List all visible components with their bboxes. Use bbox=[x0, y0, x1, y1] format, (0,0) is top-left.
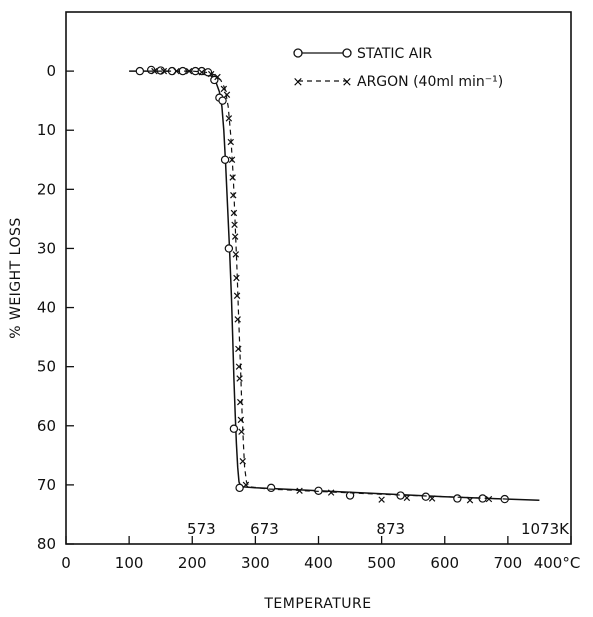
x-tick-label: 600 bbox=[430, 554, 459, 572]
y-tick-label: 60 bbox=[37, 417, 56, 435]
data-point-static-air bbox=[266, 483, 276, 493]
data-point-argon bbox=[230, 192, 237, 199]
data-point-argon bbox=[239, 458, 246, 465]
data-point-argon bbox=[232, 251, 240, 258]
data-point-argon bbox=[151, 67, 158, 75]
plot-frame bbox=[65, 11, 572, 545]
x-tick-label: 100 bbox=[115, 554, 144, 572]
data-point-static-air bbox=[224, 244, 234, 253]
data-point-static-air bbox=[235, 483, 244, 493]
x-tick-label: 500 bbox=[367, 554, 396, 572]
data-point-static-air bbox=[453, 494, 462, 503]
data-point-argon bbox=[242, 481, 250, 489]
data-point-argon bbox=[485, 495, 493, 503]
y-tick-labels: 0 10 20 30 40 50 60 70 80 bbox=[37, 62, 56, 553]
legend-marker-argon-left: × bbox=[293, 75, 304, 90]
data-point-static-air bbox=[396, 491, 405, 500]
x-tick-labels: 0 100 200 300 400 500 600 700 400°C bbox=[61, 554, 580, 572]
data-point-argon bbox=[214, 73, 221, 81]
y-tick-label: 30 bbox=[37, 239, 56, 257]
data-point-static-air bbox=[218, 96, 227, 105]
x-tick-label: 0 bbox=[61, 554, 71, 572]
data-point-argon bbox=[228, 156, 236, 164]
data-point-argon bbox=[296, 487, 303, 495]
y-tick-label: 0 bbox=[46, 62, 56, 80]
data-point-argon bbox=[173, 67, 180, 75]
data-point-argon bbox=[236, 375, 243, 382]
data-point-argon bbox=[238, 428, 245, 435]
data-point-argon bbox=[237, 416, 245, 424]
data-point-argon bbox=[223, 91, 231, 98]
y-tick-label: 70 bbox=[37, 476, 56, 494]
y-tick-label: 80 bbox=[37, 535, 56, 553]
legend-marker-argon-right: × bbox=[342, 75, 353, 90]
axis-ticks bbox=[65, 70, 572, 545]
x-tick-label: 300 bbox=[241, 554, 270, 572]
x-tick-label: 200 bbox=[178, 554, 207, 572]
data-point-argon bbox=[237, 398, 244, 406]
y-tick-label: 20 bbox=[37, 180, 56, 198]
data-point-argon bbox=[225, 115, 233, 122]
data-point-argon bbox=[233, 274, 240, 282]
legend: STATIC AIR × × ARGON (40ml min⁻¹) bbox=[293, 46, 504, 90]
kelvin-tick-labels: 573 673 873 1073K bbox=[187, 520, 570, 538]
data-point-argon bbox=[185, 67, 193, 75]
data-point-static-air bbox=[421, 492, 431, 501]
data-point-argon bbox=[231, 233, 239, 240]
data-point-argon bbox=[233, 292, 241, 299]
data-point-argon bbox=[235, 363, 243, 370]
y-tick-label: 10 bbox=[37, 121, 56, 139]
kelvin-tick-label: 573 bbox=[187, 520, 216, 538]
data-point-static-air bbox=[220, 155, 230, 164]
data-point-static-air bbox=[135, 66, 145, 76]
data-point-argon bbox=[403, 494, 411, 502]
legend-label-static-air: STATIC AIR bbox=[357, 46, 432, 62]
series-layer bbox=[129, 65, 540, 504]
legend-marker-static-air-right bbox=[342, 48, 352, 58]
kelvin-tick-label: 673 bbox=[250, 520, 279, 538]
legend-label-argon: ARGON (40ml min⁻¹) bbox=[357, 74, 503, 90]
data-point-argon bbox=[378, 496, 385, 503]
data-point-argon bbox=[220, 85, 228, 93]
kelvin-tick-label: 873 bbox=[376, 520, 405, 538]
data-point-argon bbox=[160, 67, 168, 75]
data-point-argon bbox=[428, 495, 436, 502]
data-point-argon bbox=[227, 138, 234, 146]
series-line-static-air bbox=[129, 70, 540, 502]
data-point-static-air bbox=[229, 424, 239, 433]
series-line-argon bbox=[148, 70, 508, 500]
legend-marker-static-air-left bbox=[293, 48, 303, 58]
x-axis-title: TEMPERATURE bbox=[263, 596, 371, 612]
x-tick-label: 400°C bbox=[534, 554, 581, 572]
data-point-argon bbox=[230, 209, 238, 217]
data-point-argon bbox=[327, 489, 335, 496]
kelvin-tick-label: 1073K bbox=[521, 520, 570, 538]
data-point-argon bbox=[234, 316, 241, 323]
y-tick-label: 50 bbox=[37, 358, 56, 376]
data-point-argon bbox=[229, 174, 236, 181]
x-tick-label: 700 bbox=[494, 554, 523, 572]
data-point-argon bbox=[198, 69, 205, 76]
data-point-argon bbox=[207, 70, 215, 78]
data-point-static-air bbox=[345, 491, 355, 500]
data-point-argon bbox=[466, 497, 474, 504]
y-tick-label: 40 bbox=[37, 299, 56, 317]
x-tick-label: 400 bbox=[304, 554, 333, 572]
data-point-argon bbox=[235, 345, 242, 353]
y-axis-title: % WEIGHT LOSS bbox=[8, 217, 24, 339]
data-point-argon bbox=[231, 221, 238, 229]
